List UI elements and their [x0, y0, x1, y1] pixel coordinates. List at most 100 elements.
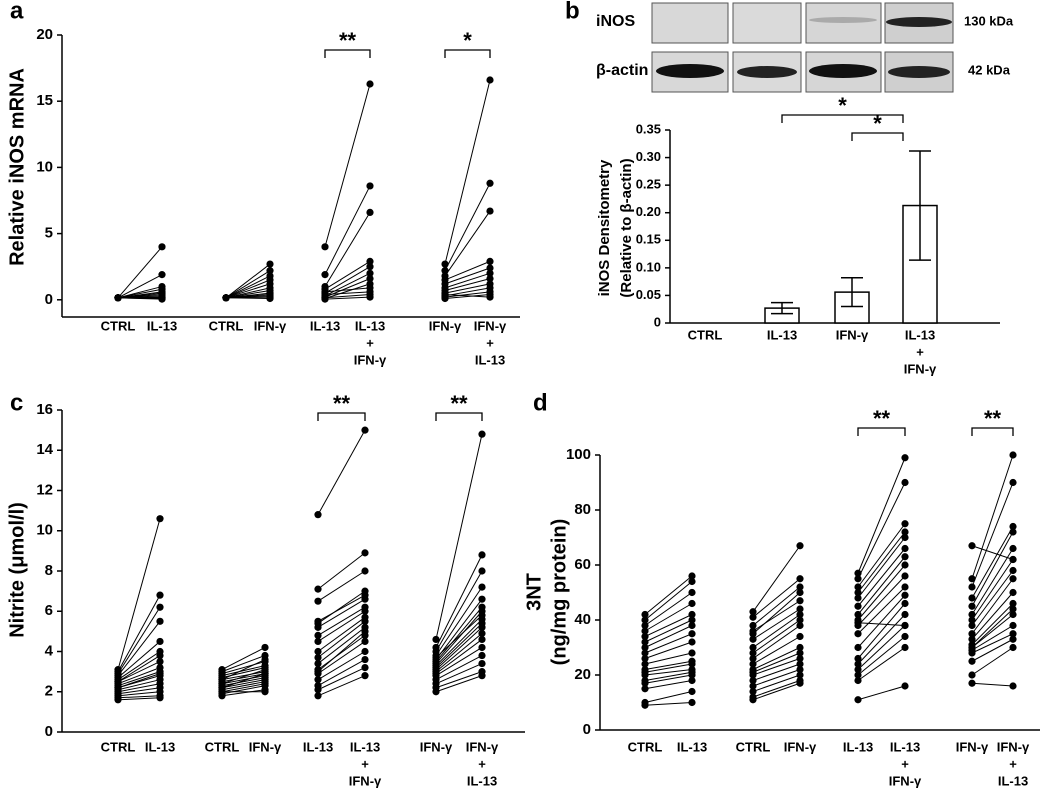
- pair-line: [221, 659, 266, 681]
- panel-letter: c: [10, 389, 23, 416]
- pair-line: [857, 685, 906, 701]
- pair-line: [752, 586, 801, 626]
- dot: [641, 621, 649, 630]
- x-tick-label: IL-13: [890, 739, 920, 754]
- pair-line: [644, 575, 693, 615]
- dot: [968, 679, 976, 687]
- dot: [854, 594, 862, 602]
- pair-line: [971, 682, 1014, 687]
- dot: [1009, 522, 1017, 531]
- y-axis-label: 3NT: [523, 573, 545, 611]
- x-tick-label: CTRL: [101, 739, 136, 754]
- dot: [688, 638, 696, 646]
- dot: [796, 621, 804, 630]
- x-tick-label: IL-13: [905, 327, 935, 342]
- dot: [432, 688, 440, 696]
- x-tick-label: IFN-γ: [474, 318, 507, 333]
- dot: [314, 511, 322, 519]
- pair-line: [752, 669, 801, 687]
- x-tick-label: IL-13: [843, 739, 873, 754]
- y-tick-label: 60: [574, 556, 591, 573]
- dot: [314, 659, 322, 668]
- pair-line: [857, 457, 906, 574]
- y-tick-label: 0.05: [636, 287, 661, 302]
- pair-line: [221, 669, 266, 685]
- pair-line: [221, 665, 266, 677]
- x-tick-label: IFN-γ: [354, 352, 387, 367]
- x-tick-label: +: [366, 335, 374, 350]
- y-tick-label: 100: [566, 446, 591, 463]
- pair-line: [644, 702, 693, 706]
- dot: [1009, 451, 1017, 459]
- pair-line: [444, 183, 491, 271]
- pair-line: [117, 671, 161, 687]
- pair-line: [225, 293, 271, 299]
- dot: [968, 575, 976, 583]
- dot: [1009, 610, 1017, 619]
- bar: [834, 291, 870, 324]
- pair-line: [971, 578, 1014, 635]
- dot: [968, 671, 976, 679]
- dot: [854, 643, 862, 652]
- dot: [688, 660, 696, 668]
- pair-line: [644, 660, 693, 670]
- significance-bracket: [857, 427, 906, 436]
- pair-line: [117, 683, 161, 693]
- dot: [901, 528, 909, 536]
- pair-line: [971, 454, 1014, 579]
- pair-line: [971, 545, 1014, 560]
- dot: [114, 294, 122, 302]
- dot: [1009, 555, 1017, 564]
- pair-line: [444, 293, 491, 299]
- pair-line: [752, 608, 801, 640]
- x-tick-label: IFN-γ: [254, 318, 287, 333]
- dot: [901, 621, 909, 630]
- dot: [261, 655, 269, 664]
- dot: [486, 179, 494, 187]
- x-tick-label: IFN-γ: [420, 739, 453, 754]
- dot: [114, 696, 122, 704]
- x-tick-label: +: [361, 756, 369, 771]
- pair-line: [857, 586, 906, 635]
- dot: [366, 263, 374, 271]
- x-tick-label: CTRL: [688, 327, 723, 342]
- dot: [796, 649, 804, 657]
- dot: [314, 668, 322, 676]
- pair-line: [435, 622, 483, 668]
- dot: [901, 454, 909, 462]
- dot: [478, 651, 486, 660]
- pair-line: [435, 610, 483, 664]
- y-tick-label: 4: [45, 642, 54, 659]
- dot: [854, 696, 862, 704]
- dot: [854, 619, 862, 627]
- dot: [314, 623, 322, 631]
- dot: [478, 567, 486, 575]
- pair-line: [324, 212, 371, 287]
- pair-line: [117, 641, 161, 679]
- dot: [266, 290, 274, 299]
- pair-line: [857, 556, 906, 615]
- pair-line: [435, 618, 483, 666]
- dot: [486, 269, 494, 277]
- dot: [901, 572, 909, 580]
- pair-line: [444, 278, 491, 292]
- dot: [1009, 621, 1017, 630]
- pair-line: [644, 592, 693, 626]
- pair-line: [221, 677, 266, 687]
- dot: [749, 696, 757, 704]
- y-tick-label: 6: [45, 602, 53, 619]
- y-tick-label: 8: [45, 562, 53, 579]
- pair-line: [117, 667, 161, 685]
- y-tick-label: 0.20: [636, 204, 661, 219]
- dot: [901, 610, 909, 619]
- pair-line: [324, 296, 371, 300]
- dot: [688, 698, 696, 707]
- pair-line: [644, 603, 693, 632]
- pair-line: [435, 606, 483, 662]
- dot: [796, 542, 804, 550]
- y-tick-label: 0: [45, 291, 53, 308]
- blot-band: [886, 17, 952, 27]
- dot: [854, 575, 862, 583]
- dot: [314, 686, 322, 694]
- pair-line: [857, 482, 906, 579]
